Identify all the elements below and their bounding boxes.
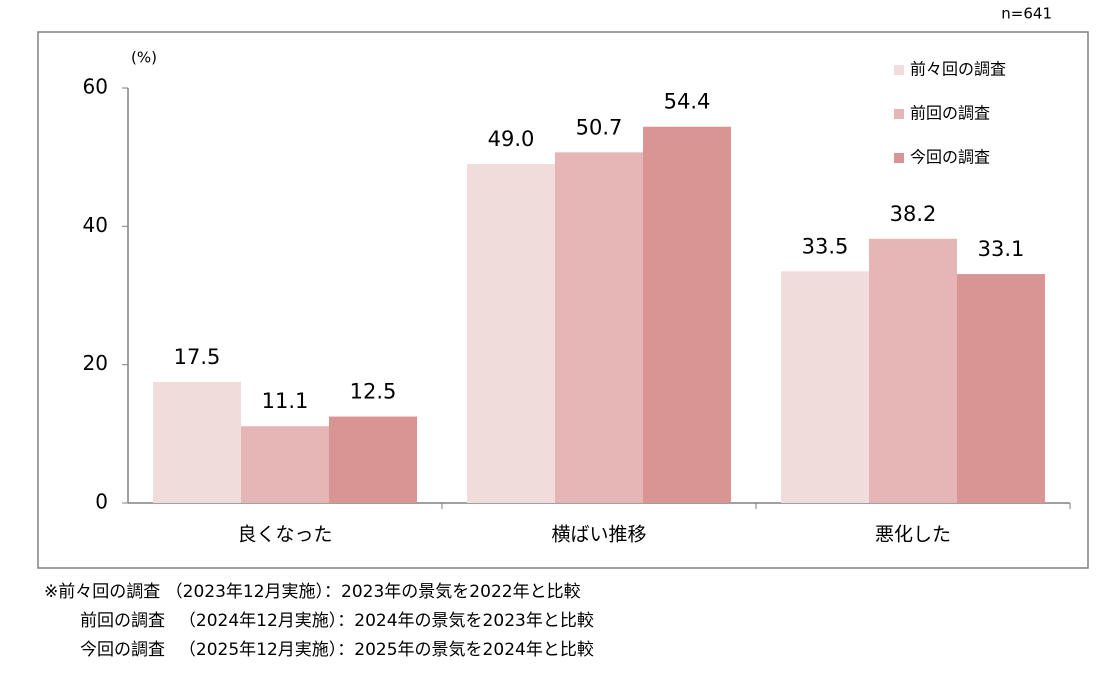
legend-label: 前回の調査 (910, 104, 990, 123)
note: ※前々回の調査 （2023年12月実施）：2023年の景気を2022年と比較 (44, 582, 581, 602)
value-label: 49.0 (488, 127, 535, 151)
bar (241, 426, 329, 503)
note: 前回の調査 （2024年12月実施）：2024年の景気を2023年と比較 (80, 611, 594, 631)
bar (467, 164, 555, 504)
y-tick-label: 60 (83, 75, 108, 99)
bar (329, 416, 417, 503)
value-label: 33.5 (802, 234, 849, 258)
bar (957, 274, 1045, 503)
bar (869, 238, 957, 504)
x-tick-label: 横ばい推移 (551, 524, 646, 546)
bar (153, 381, 241, 503)
bar (555, 152, 643, 503)
note: 今回の調査 （2025年12月実施）：2025年の景気を2024年と比較 (80, 640, 594, 660)
value-label: 17.5 (174, 345, 221, 369)
legend-swatch (894, 65, 904, 75)
value-label: 33.1 (978, 237, 1025, 261)
x-tick-label: 悪化した (875, 524, 951, 546)
y-tick-label: 20 (83, 351, 108, 375)
value-label: 38.2 (890, 202, 937, 226)
value-label: 50.7 (576, 115, 623, 139)
y-tick-label: 0 (95, 490, 108, 514)
value-label: 11.1 (262, 389, 309, 413)
legend-swatch (894, 109, 904, 119)
sample-size: n=641 (1001, 5, 1052, 23)
legend-label: 今回の調査 (910, 148, 990, 167)
legend-swatch (894, 153, 904, 163)
y-tick-label: 40 (83, 213, 108, 237)
bar (643, 126, 731, 503)
y-unit: (%) (131, 49, 157, 67)
bar (781, 271, 869, 503)
legend-label: 前々回の調査 (910, 60, 1006, 79)
value-label: 12.5 (350, 380, 397, 404)
chart-frame (37, 31, 1089, 569)
value-label: 54.4 (664, 90, 711, 114)
x-tick-label: 良くなった (237, 524, 332, 546)
